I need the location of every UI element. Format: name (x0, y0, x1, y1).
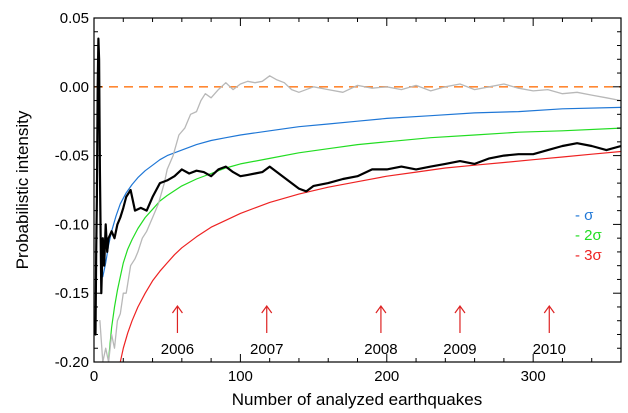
year-label: 2006 (161, 341, 194, 358)
series-line-2 (108, 127, 621, 360)
year-arrow-head (454, 304, 466, 314)
year-arrow-head (375, 304, 387, 314)
series-line-3 (119, 150, 621, 362)
year-arrow-head (261, 304, 273, 314)
year-arrow-head (543, 304, 555, 314)
legend-item: - σ (575, 207, 594, 224)
legend-item: - 3σ (575, 247, 603, 264)
y-tick-label: 0.05 (60, 10, 89, 27)
y-tick-label: -0.10 (55, 216, 89, 233)
y-axis-label: Probabilistic intensity (13, 110, 32, 269)
y-tick-label: 0.00 (60, 79, 89, 96)
series-line-series-5 (94, 37, 621, 336)
year-label: 2010 (533, 341, 566, 358)
x-tick-label: 300 (521, 368, 546, 385)
legend: - σ - 2σ - 3σ (575, 207, 603, 264)
series-line-series-4 (99, 75, 621, 362)
series-line- (102, 106, 621, 278)
year-label: 2009 (443, 341, 476, 358)
legend-item: - 2σ (575, 227, 603, 244)
year-arrow-head (171, 304, 183, 314)
series-layer (94, 37, 621, 362)
year-label: 2007 (250, 341, 283, 358)
x-axis-label: Number of analyzed earthquakes (232, 390, 482, 409)
annotation-layer: 2006 2007 2008 2009 2010 (161, 304, 566, 358)
y-tick-label: -0.20 (55, 354, 89, 371)
y-tick-label: -0.05 (55, 148, 89, 165)
x-tick-label: 100 (228, 368, 253, 385)
axis-layer: 0 100 200 300 -0.20 -0.15 -0.10 -0.05 0.00 0.05 (55, 10, 622, 385)
x-tick-label: 200 (374, 368, 399, 385)
y-tick-label: -0.15 (55, 285, 89, 302)
x-tick-label: 0 (90, 368, 98, 385)
year-label: 2008 (364, 341, 397, 358)
